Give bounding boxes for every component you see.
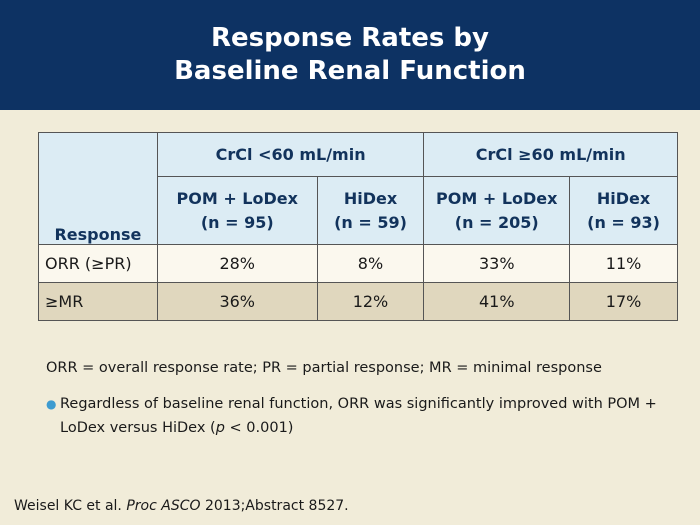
group-header-crcl-low: CrCl <60 mL/min: [156, 132, 425, 177]
table-cell: 12%: [316, 282, 425, 321]
table-cell: 36%: [156, 282, 318, 321]
column-header-name: POM + LoDex: [176, 188, 298, 208]
row-label: ≥MR: [38, 282, 158, 321]
response-rates-table: Response CrCl <60 mL/min CrCl ≥60 mL/min…: [38, 132, 678, 321]
column-header-n: (n = 93): [587, 212, 660, 232]
table-group-header-row: Response CrCl <60 mL/min CrCl ≥60 mL/min: [38, 132, 678, 245]
response-column-header: Response: [38, 132, 158, 245]
column-header-n: (n = 95): [200, 212, 274, 232]
citation-journal: Proc ASCO: [126, 498, 201, 514]
table-cell: 17%: [569, 282, 678, 321]
bullet-text-p: p: [215, 420, 225, 436]
citation: Weisel KC et al. Proc ASCO 2013;Abstract…: [14, 498, 349, 514]
title-line-1: Response Rates by: [211, 23, 489, 53]
abbreviations-note: ORR = overall response rate; PR = partia…: [46, 360, 602, 376]
bullet-point: ● Regardless of baseline renal function,…: [46, 392, 666, 440]
table-cell: 11%: [569, 244, 678, 283]
table-cell: 33%: [423, 244, 571, 283]
bullet-text-part2: < 0.001): [224, 420, 294, 436]
column-header-name: HiDex: [343, 188, 398, 208]
page-title: Response Rates by Baseline Renal Functio…: [174, 22, 526, 88]
row-label: ORR (≥PR): [38, 244, 158, 283]
citation-authors: Weisel KC et al.: [14, 498, 127, 514]
group-header-crcl-high: CrCl ≥60 mL/min: [423, 132, 678, 177]
notes-section: ORR = overall response rate; PR = partia…: [46, 356, 666, 440]
column-header: HiDex (n = 93): [569, 176, 678, 245]
column-header: POM + LoDex (n = 95): [156, 176, 318, 245]
column-header: POM + LoDex (n = 205): [423, 176, 571, 245]
column-header-n: (n = 205): [454, 212, 539, 232]
table-cell: 8%: [316, 244, 425, 283]
table-row: ORR (≥PR) 28% 8% 33% 11%: [38, 244, 678, 283]
column-header: HiDex (n = 59): [316, 176, 425, 245]
title-line-2: Baseline Renal Function: [174, 56, 526, 86]
bullet-dot-icon: ●: [46, 397, 57, 411]
column-header-name: HiDex: [596, 188, 651, 208]
title-banner: Response Rates by Baseline Renal Functio…: [0, 0, 700, 110]
table-row: ≥MR 36% 12% 41% 17%: [38, 282, 678, 321]
table-column-header-row: POM + LoDex (n = 95) HiDex (n = 59) POM …: [38, 176, 678, 245]
column-header-n: (n = 59): [334, 212, 407, 232]
table-cell: 41%: [423, 282, 571, 321]
table-cell: 28%: [156, 244, 318, 283]
citation-rest: 2013;Abstract 8527.: [200, 498, 349, 514]
column-header-name: POM + LoDex: [436, 188, 558, 208]
bullet-text: Regardless of baseline renal function, O…: [60, 392, 666, 440]
bullet-text-part1: Regardless of baseline renal function, O…: [60, 396, 657, 436]
